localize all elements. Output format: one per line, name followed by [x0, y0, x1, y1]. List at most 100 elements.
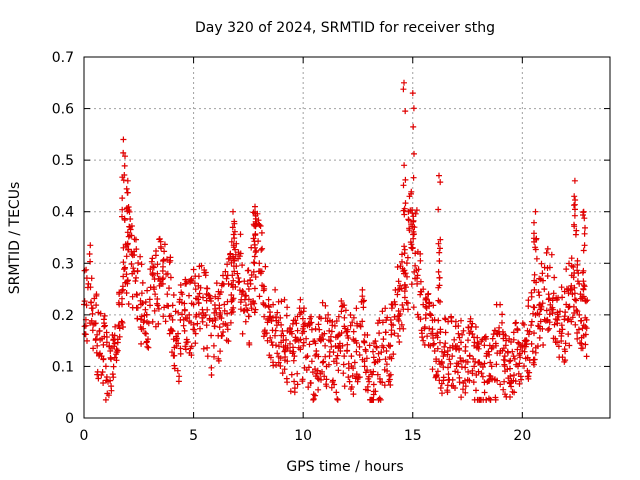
data-point [486, 342, 493, 349]
data-point [316, 326, 323, 333]
data-point [275, 359, 282, 366]
data-point [131, 236, 138, 243]
data-point [319, 332, 326, 338]
data-point [331, 322, 338, 329]
data-point [151, 307, 158, 314]
data-point [120, 136, 127, 143]
data-point [514, 325, 521, 332]
data-point [564, 317, 571, 324]
data-point [247, 280, 254, 287]
data-point [515, 339, 522, 346]
data-point [528, 340, 535, 347]
data-point [451, 336, 458, 343]
data-point [582, 297, 589, 304]
data-point [511, 372, 517, 379]
data-point [492, 327, 499, 334]
data-point [315, 386, 322, 393]
data-point [372, 338, 379, 345]
data-point [215, 295, 222, 302]
data-point [388, 321, 395, 328]
data-point [127, 216, 134, 222]
data-point [568, 286, 575, 293]
data-point [366, 342, 373, 349]
data-point [165, 303, 172, 310]
data-point [531, 286, 538, 293]
data-point [434, 345, 441, 352]
data-point [462, 383, 469, 390]
data-point [338, 330, 345, 336]
data-point [161, 241, 168, 248]
data-point [537, 306, 544, 313]
data-point [507, 394, 513, 400]
data-point [278, 298, 285, 305]
data-point [322, 302, 329, 309]
data-point [401, 243, 408, 250]
data-point [113, 357, 120, 364]
data-point [256, 221, 263, 228]
data-point [479, 373, 486, 380]
data-point [510, 353, 517, 360]
data-point [93, 302, 100, 309]
data-point [159, 280, 166, 287]
data-point [510, 336, 517, 343]
data-point [571, 212, 578, 219]
data-point [581, 215, 588, 222]
data-point [216, 305, 223, 312]
data-point [458, 339, 464, 346]
data-point [93, 292, 100, 299]
data-point [312, 325, 319, 332]
data-point [188, 352, 195, 359]
data-point [423, 305, 430, 311]
data-point [310, 396, 317, 402]
data-point [385, 342, 392, 349]
data-point [196, 263, 203, 270]
data-point [524, 354, 531, 361]
data-point [116, 325, 123, 332]
data-point [338, 298, 345, 304]
data-point [277, 363, 284, 369]
data-point [157, 238, 164, 245]
data-point [541, 286, 548, 293]
data-point [110, 374, 117, 381]
data-point [108, 383, 115, 390]
data-point [360, 298, 367, 305]
data-point [164, 270, 171, 277]
data-point [337, 348, 344, 354]
data-point [245, 296, 252, 303]
data-point [400, 268, 407, 275]
data-point [225, 280, 232, 287]
data-point [341, 314, 348, 321]
data-point [161, 304, 168, 311]
data-point [382, 329, 389, 336]
data-point [183, 280, 190, 287]
data-point [224, 261, 231, 268]
data-point [94, 342, 101, 349]
data-point [559, 326, 566, 333]
data-point [341, 302, 348, 309]
data-point [383, 361, 390, 368]
data-point [126, 208, 133, 215]
data-point [422, 296, 429, 303]
data-point [245, 286, 252, 292]
data-point [230, 263, 237, 270]
data-point [231, 220, 238, 227]
data-point [563, 266, 570, 273]
data-point [150, 263, 157, 270]
data-point [493, 342, 499, 349]
data-point [87, 284, 94, 291]
data-point [499, 311, 506, 318]
data-point [299, 315, 306, 322]
data-point [504, 366, 511, 373]
data-point [518, 376, 525, 383]
data-point [260, 333, 267, 340]
data-point [462, 389, 469, 396]
data-point [110, 363, 117, 370]
data-point [308, 319, 315, 326]
data-point [392, 301, 399, 308]
data-point [408, 188, 415, 195]
y-tick-label: 0.5 [52, 153, 74, 169]
data-point [230, 257, 237, 264]
data-point [532, 246, 539, 253]
data-point [125, 246, 132, 253]
data-point [380, 344, 387, 351]
